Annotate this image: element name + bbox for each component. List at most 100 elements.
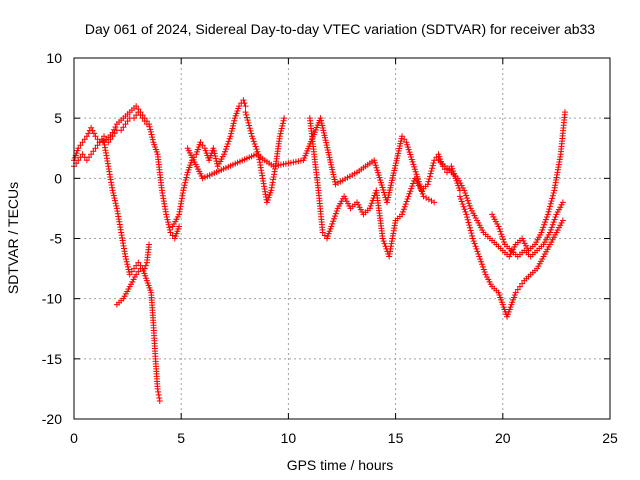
data-point [75,157,82,164]
data-point [137,112,144,119]
data-point [163,214,170,221]
data-point [514,286,521,293]
data-point [549,221,556,228]
data-point [407,188,414,195]
data-point [466,202,473,209]
data-point [285,160,292,167]
series-track-5 [169,97,249,230]
y-tick-label: -15 [42,351,62,367]
data-point [467,227,474,234]
data-point [470,238,477,245]
data-point [118,127,125,134]
data-point [163,211,170,218]
data-point [464,216,471,223]
data-point [135,259,142,266]
data-point [222,146,229,153]
data-point [253,146,260,153]
data-point [295,158,302,165]
data-point [122,253,129,260]
data-point [166,224,173,231]
data-point [169,232,176,239]
data-point [270,163,277,170]
data-point [516,283,523,290]
data-point [319,229,326,236]
y-axis-label: SDTVAR / TECUs [5,182,21,294]
series-track-10 [489,199,566,260]
data-point [210,147,217,154]
data-point [90,148,97,155]
data-point [426,176,433,183]
data-point [542,216,549,223]
data-point [380,238,387,245]
data-point [83,133,90,140]
data-point [561,109,568,116]
data-point [321,232,328,239]
data-point [210,145,217,152]
data-point [122,121,129,128]
data-point [461,187,468,194]
data-point [101,133,108,140]
series-track-1 [71,103,183,242]
data-point [155,388,162,395]
data-point [251,140,258,147]
data-point [223,143,230,150]
data-point [123,256,130,263]
data-point [275,162,282,169]
data-point [111,195,118,202]
data-point [425,196,432,203]
data-point [458,198,465,205]
data-point [110,189,117,196]
data-point [110,192,117,199]
data-point [426,173,433,180]
data-point [478,258,485,265]
data-point [112,197,119,204]
data-point [519,280,526,287]
data-point [331,213,338,220]
data-point [464,197,471,204]
data-point [427,170,434,177]
data-point [180,184,187,191]
data-point [141,118,148,125]
series-track-6 [242,109,288,206]
data-point [182,177,189,184]
data-point [248,133,255,140]
data-point [126,271,133,278]
data-point [292,158,299,165]
data-point [549,192,556,199]
data-point [408,185,415,192]
x-tick-label: 5 [177,430,185,446]
data-point [405,193,412,200]
data-point [147,126,154,133]
data-point [466,222,473,229]
data-point [428,167,435,174]
data-point [460,203,467,210]
data-point [176,223,183,230]
data-point [290,159,297,166]
data-point [368,200,375,207]
data-point [141,265,148,272]
data-point [83,157,90,164]
data-point [226,135,233,142]
data-point [496,226,503,233]
data-point [552,214,559,221]
data-point [221,151,228,158]
data-point [559,199,566,206]
data-point [89,127,96,134]
data-point [92,145,99,152]
data-point [431,199,438,206]
data-point [113,202,120,209]
data-point [367,202,374,209]
data-point [278,125,285,132]
data-point [107,136,114,143]
data-point [466,224,473,231]
data-point [244,117,251,124]
data-point [546,206,553,213]
data-point [329,220,336,227]
data-point [559,217,566,224]
y-tick-label: 0 [54,170,62,186]
data-point [111,130,118,137]
data-point [243,114,250,121]
data-point [243,111,250,118]
data-point [498,231,505,238]
data-point [154,385,161,392]
